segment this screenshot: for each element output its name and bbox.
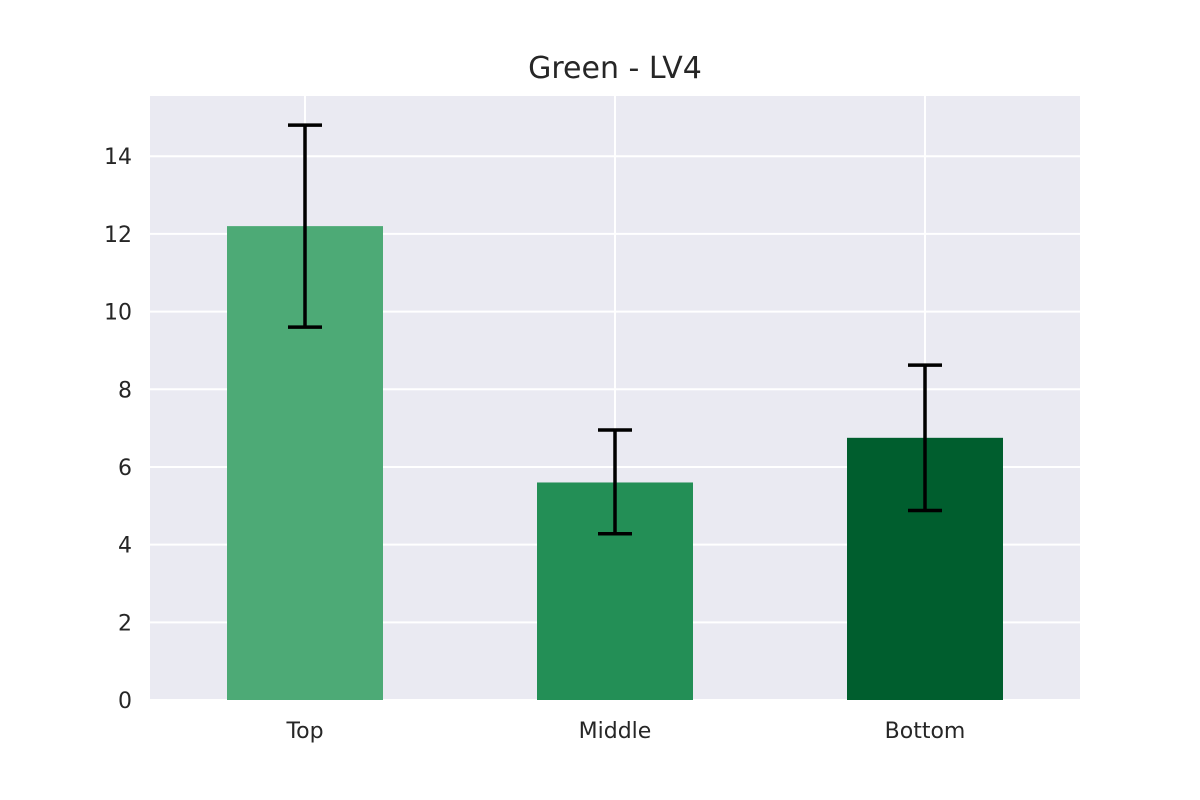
x-axis-ticks: Top Middle Bottom (285, 719, 965, 744)
y-tick-label: 10 (104, 301, 132, 326)
y-tick-label: 8 (118, 378, 132, 403)
error-bar-middle (598, 428, 632, 536)
x-tick-label: Top (285, 719, 323, 744)
y-axis-ticks: 0 2 4 6 8 10 12 14 (104, 145, 132, 714)
error-bars (288, 123, 942, 536)
x-tick-label: Middle (579, 719, 652, 744)
error-bar-bottom (908, 363, 942, 513)
y-tick-label: 12 (104, 223, 132, 248)
error-bar-top (288, 123, 322, 329)
x-tick-label: Bottom (885, 719, 966, 744)
y-tick-label: 6 (118, 456, 132, 481)
chart-title: Green - LV4 (528, 51, 702, 86)
y-tick-label: 0 (118, 689, 132, 714)
y-tick-label: 4 (118, 534, 132, 559)
y-tick-label: 14 (104, 145, 132, 170)
y-tick-label: 2 (118, 611, 132, 636)
